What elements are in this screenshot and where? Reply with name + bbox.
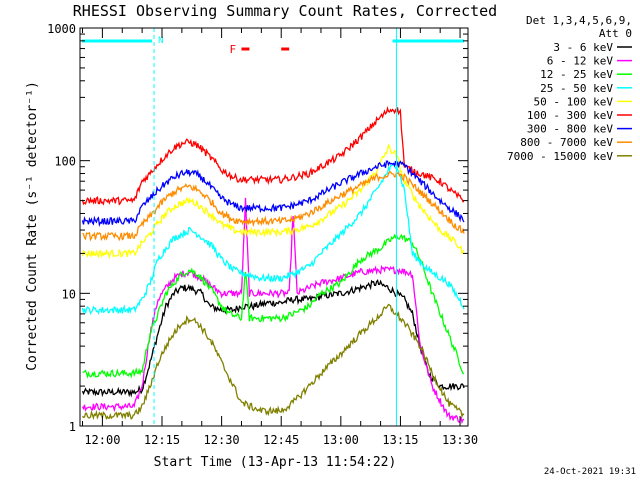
x-tick-label-2: 12:30 xyxy=(204,433,240,447)
chart-title: RHESSI Observing Summary Count Rates, Co… xyxy=(73,2,497,20)
legend-label-5: 100 - 300 keV xyxy=(527,109,613,122)
legend-label-3: 25 - 50 keV xyxy=(540,82,613,95)
series-line-2 xyxy=(82,233,465,379)
y-tick-label-0: 1 xyxy=(69,420,76,434)
x-tick-label-6: 13:30 xyxy=(442,433,478,447)
f-flag-label: F xyxy=(229,43,236,56)
series-line-0 xyxy=(81,278,465,398)
legend-label-8: 7000 - 15000 keV xyxy=(507,150,613,163)
legend-label-4: 50 - 100 keV xyxy=(534,95,614,108)
series-line-6 xyxy=(81,160,465,227)
x-tick-label-0: 12:00 xyxy=(84,433,120,447)
x-axis-label: Start Time (13-Apr-13 11:54:22) xyxy=(154,455,397,470)
legend-label-2: 12 - 25 keV xyxy=(540,68,613,81)
series-line-3 xyxy=(81,163,465,316)
legend-header-line2: Att 0 xyxy=(599,27,632,40)
plot-timestamp: 24-Oct-2021 19:31 xyxy=(544,467,636,477)
x-tick-label-5: 13:15 xyxy=(382,433,418,447)
n-flag-label: N xyxy=(158,36,163,46)
series-line-4 xyxy=(81,143,465,260)
series-line-5 xyxy=(81,105,465,206)
legend-header-line1: Det 1,3,4,5,6,9, xyxy=(526,14,632,27)
legend-label-7: 800 - 7000 keV xyxy=(520,136,613,149)
series-line-8 xyxy=(82,303,465,421)
series-layer xyxy=(81,105,465,425)
marker-layer: NF xyxy=(82,28,465,426)
series-line-1 xyxy=(81,197,465,425)
y-tick-label-1: 10 xyxy=(62,287,76,301)
y-tick-label-2: 100 xyxy=(54,155,76,169)
axis-layer: 1 10 100 1000 12:00 12:15 12:30 12:45 13:00 13:15… xyxy=(47,22,478,447)
x-tick-label-4: 13:00 xyxy=(323,433,359,447)
y-tick-label-3: 1000 xyxy=(47,22,76,36)
legend-label-1: 6 - 12 keV xyxy=(547,55,614,68)
y-axis-label: Corrected Count Rate (s⁻¹ detector⁻¹) xyxy=(25,81,40,371)
legend-label-0: 3 - 6 keV xyxy=(553,41,613,54)
legend-label-6: 300 - 800 keV xyxy=(527,123,613,136)
x-tick-label-1: 12:15 xyxy=(144,433,180,447)
x-tick-label-3: 12:45 xyxy=(263,433,299,447)
plot-frame xyxy=(79,27,469,427)
series-line-7 xyxy=(82,170,465,242)
